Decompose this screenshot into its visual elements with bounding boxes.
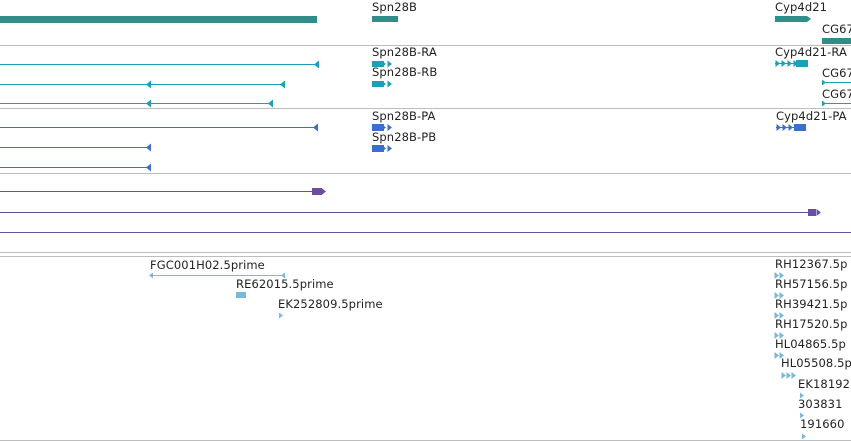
est-arrow-ek252809[interactable] xyxy=(279,312,283,319)
est-label-ek252809[interactable]: EK252809.5prime xyxy=(278,297,383,311)
transcript-block-spn28b-ra[interactable] xyxy=(372,61,384,67)
variant-arrow-2[interactable] xyxy=(816,209,822,216)
transcript-label-spn28b-ra[interactable]: Spn28B-RA xyxy=(372,45,437,59)
est-exon-cyp-2[interactable] xyxy=(779,312,785,319)
gene-label-cyp4d21[interactable]: Cyp4d21 xyxy=(775,0,828,14)
est-label-303831[interactable]: 303831 xyxy=(798,397,843,411)
transcript-arrow-cg67-b[interactable] xyxy=(822,100,826,107)
transcript-exon-cyp4d21[interactable] xyxy=(787,60,793,67)
transcript-label-spn28b-rb[interactable]: Spn28B-RB xyxy=(372,65,438,79)
protein-arrow-1[interactable] xyxy=(313,123,318,132)
est-arrow-191660[interactable] xyxy=(802,433,806,440)
gene-bar-left[interactable] xyxy=(0,16,317,23)
protein-label-spn28b-pa[interactable]: Spn28B-PA xyxy=(372,109,436,123)
transcript-block-cyp4d21[interactable] xyxy=(796,60,808,67)
est-exon-cyp-0[interactable] xyxy=(779,272,785,279)
est-label-191660[interactable]: 191660 xyxy=(800,417,845,431)
transcript-label-cyp4d21-ra[interactable]: Cyp4d21-RA xyxy=(775,45,847,59)
gene-label-spn28b[interactable]: Spn28B xyxy=(372,0,418,14)
est-exon-cyp-2[interactable] xyxy=(774,312,780,319)
transcript-exon-cyp4d21[interactable] xyxy=(775,60,781,67)
est-exon-cyp-1[interactable] xyxy=(779,292,785,299)
est-exon-cyp-1[interactable] xyxy=(774,292,780,299)
protein-exon-spn28b-pa[interactable] xyxy=(381,124,387,131)
protein-block-spn28b-pb[interactable] xyxy=(372,145,384,152)
est-label-hl04865[interactable]: HL04865.5p xyxy=(775,337,846,351)
est-exon-cyp-4[interactable] xyxy=(774,352,780,359)
est-block-re62015[interactable] xyxy=(236,292,246,298)
variant-block-2[interactable] xyxy=(808,209,816,216)
transcript-arrow-3a[interactable] xyxy=(146,99,151,108)
est-exon-hl05508[interactable] xyxy=(791,372,797,379)
est-arrow-303831[interactable] xyxy=(800,412,804,419)
est-exon-hl05508[interactable] xyxy=(781,372,787,379)
est-label-rh17520[interactable]: RH17520.5p xyxy=(775,317,848,331)
transcript-exon-spn28b-rb[interactable] xyxy=(381,80,387,88)
gene-bar-cg67[interactable] xyxy=(822,38,851,44)
est-exon-cyp-4[interactable] xyxy=(779,352,785,359)
protein-block-spn28b-pa[interactable] xyxy=(372,124,384,131)
est-label-rh57156[interactable]: RH57156.5p xyxy=(775,277,848,291)
transcript-exon-spn28b-ra[interactable] xyxy=(387,60,393,68)
est-arrow-fgc001h02-right[interactable] xyxy=(281,272,285,279)
transcript-exon-cyp4d21[interactable] xyxy=(793,60,799,67)
est-label-fgc001h02[interactable]: FGC001H02.5prime xyxy=(150,258,265,272)
gene-arrow-cyp4d21[interactable] xyxy=(807,16,811,22)
transcript-arrow-2b[interactable] xyxy=(280,80,285,89)
transcript-exon-spn28b-ra[interactable] xyxy=(381,60,387,68)
transcript-arrow-2a[interactable] xyxy=(146,80,151,89)
transcript-arrow-cg67-a[interactable] xyxy=(822,79,826,86)
gene-bar-cyp4d21[interactable] xyxy=(775,16,807,22)
est-arrow-fgc001h02-left[interactable] xyxy=(149,272,153,279)
variant-arrow-1[interactable] xyxy=(321,188,327,195)
protein-arrow-3[interactable] xyxy=(146,163,151,172)
transcript-block-spn28b-rb[interactable] xyxy=(372,81,384,87)
est-exon-cyp-0[interactable] xyxy=(774,272,780,279)
est-exon-cyp-3[interactable] xyxy=(779,332,785,339)
est-label-hl05508[interactable]: HL05508.5p xyxy=(781,356,851,370)
transcript-exon-spn28b-rb[interactable] xyxy=(387,80,393,88)
est-label-rh39421[interactable]: RH39421.5p xyxy=(775,297,848,311)
est-label-rh12367[interactable]: RH12367.5p xyxy=(775,257,848,271)
protein-arrow-2[interactable] xyxy=(146,143,151,152)
est-label-re62015[interactable]: RE62015.5prime xyxy=(236,277,334,291)
transcript-label-cg67-b[interactable]: CG67 xyxy=(822,87,851,101)
est-arrow-ek18192[interactable] xyxy=(800,392,804,399)
protein-exon-spn28b-pa[interactable] xyxy=(387,124,393,131)
transcript-arrow-3b[interactable] xyxy=(268,99,273,108)
est-exon-hl05508[interactable] xyxy=(786,372,792,379)
protein-exon-cyp4d21[interactable] xyxy=(782,124,788,131)
protein-exon-cyp4d21[interactable] xyxy=(776,124,782,131)
transcript-arrow-1[interactable] xyxy=(314,60,319,69)
gene-bar-spn28b[interactable] xyxy=(372,16,398,22)
protein-block-cyp4d21[interactable] xyxy=(794,124,806,131)
protein-exon-spn28b-pb[interactable] xyxy=(387,145,393,152)
protein-label-spn28b-pb[interactable]: Spn28B-PB xyxy=(372,130,437,144)
protein-exon-cyp4d21[interactable] xyxy=(788,124,794,131)
transcript-exon-cyp4d21[interactable] xyxy=(781,60,787,67)
protein-exon-spn28b-pb[interactable] xyxy=(381,145,387,152)
gene-label-cg67[interactable]: CG67 xyxy=(822,22,851,36)
variant-block-1[interactable] xyxy=(312,188,322,195)
protein-label-cyp4d21-pa[interactable]: Cyp4d21-PA xyxy=(776,109,847,123)
transcript-label-cg67-a[interactable]: CG67 xyxy=(822,66,851,80)
est-label-ek18192[interactable]: EK18192 xyxy=(798,377,851,391)
est-exon-cyp-3[interactable] xyxy=(774,332,780,339)
